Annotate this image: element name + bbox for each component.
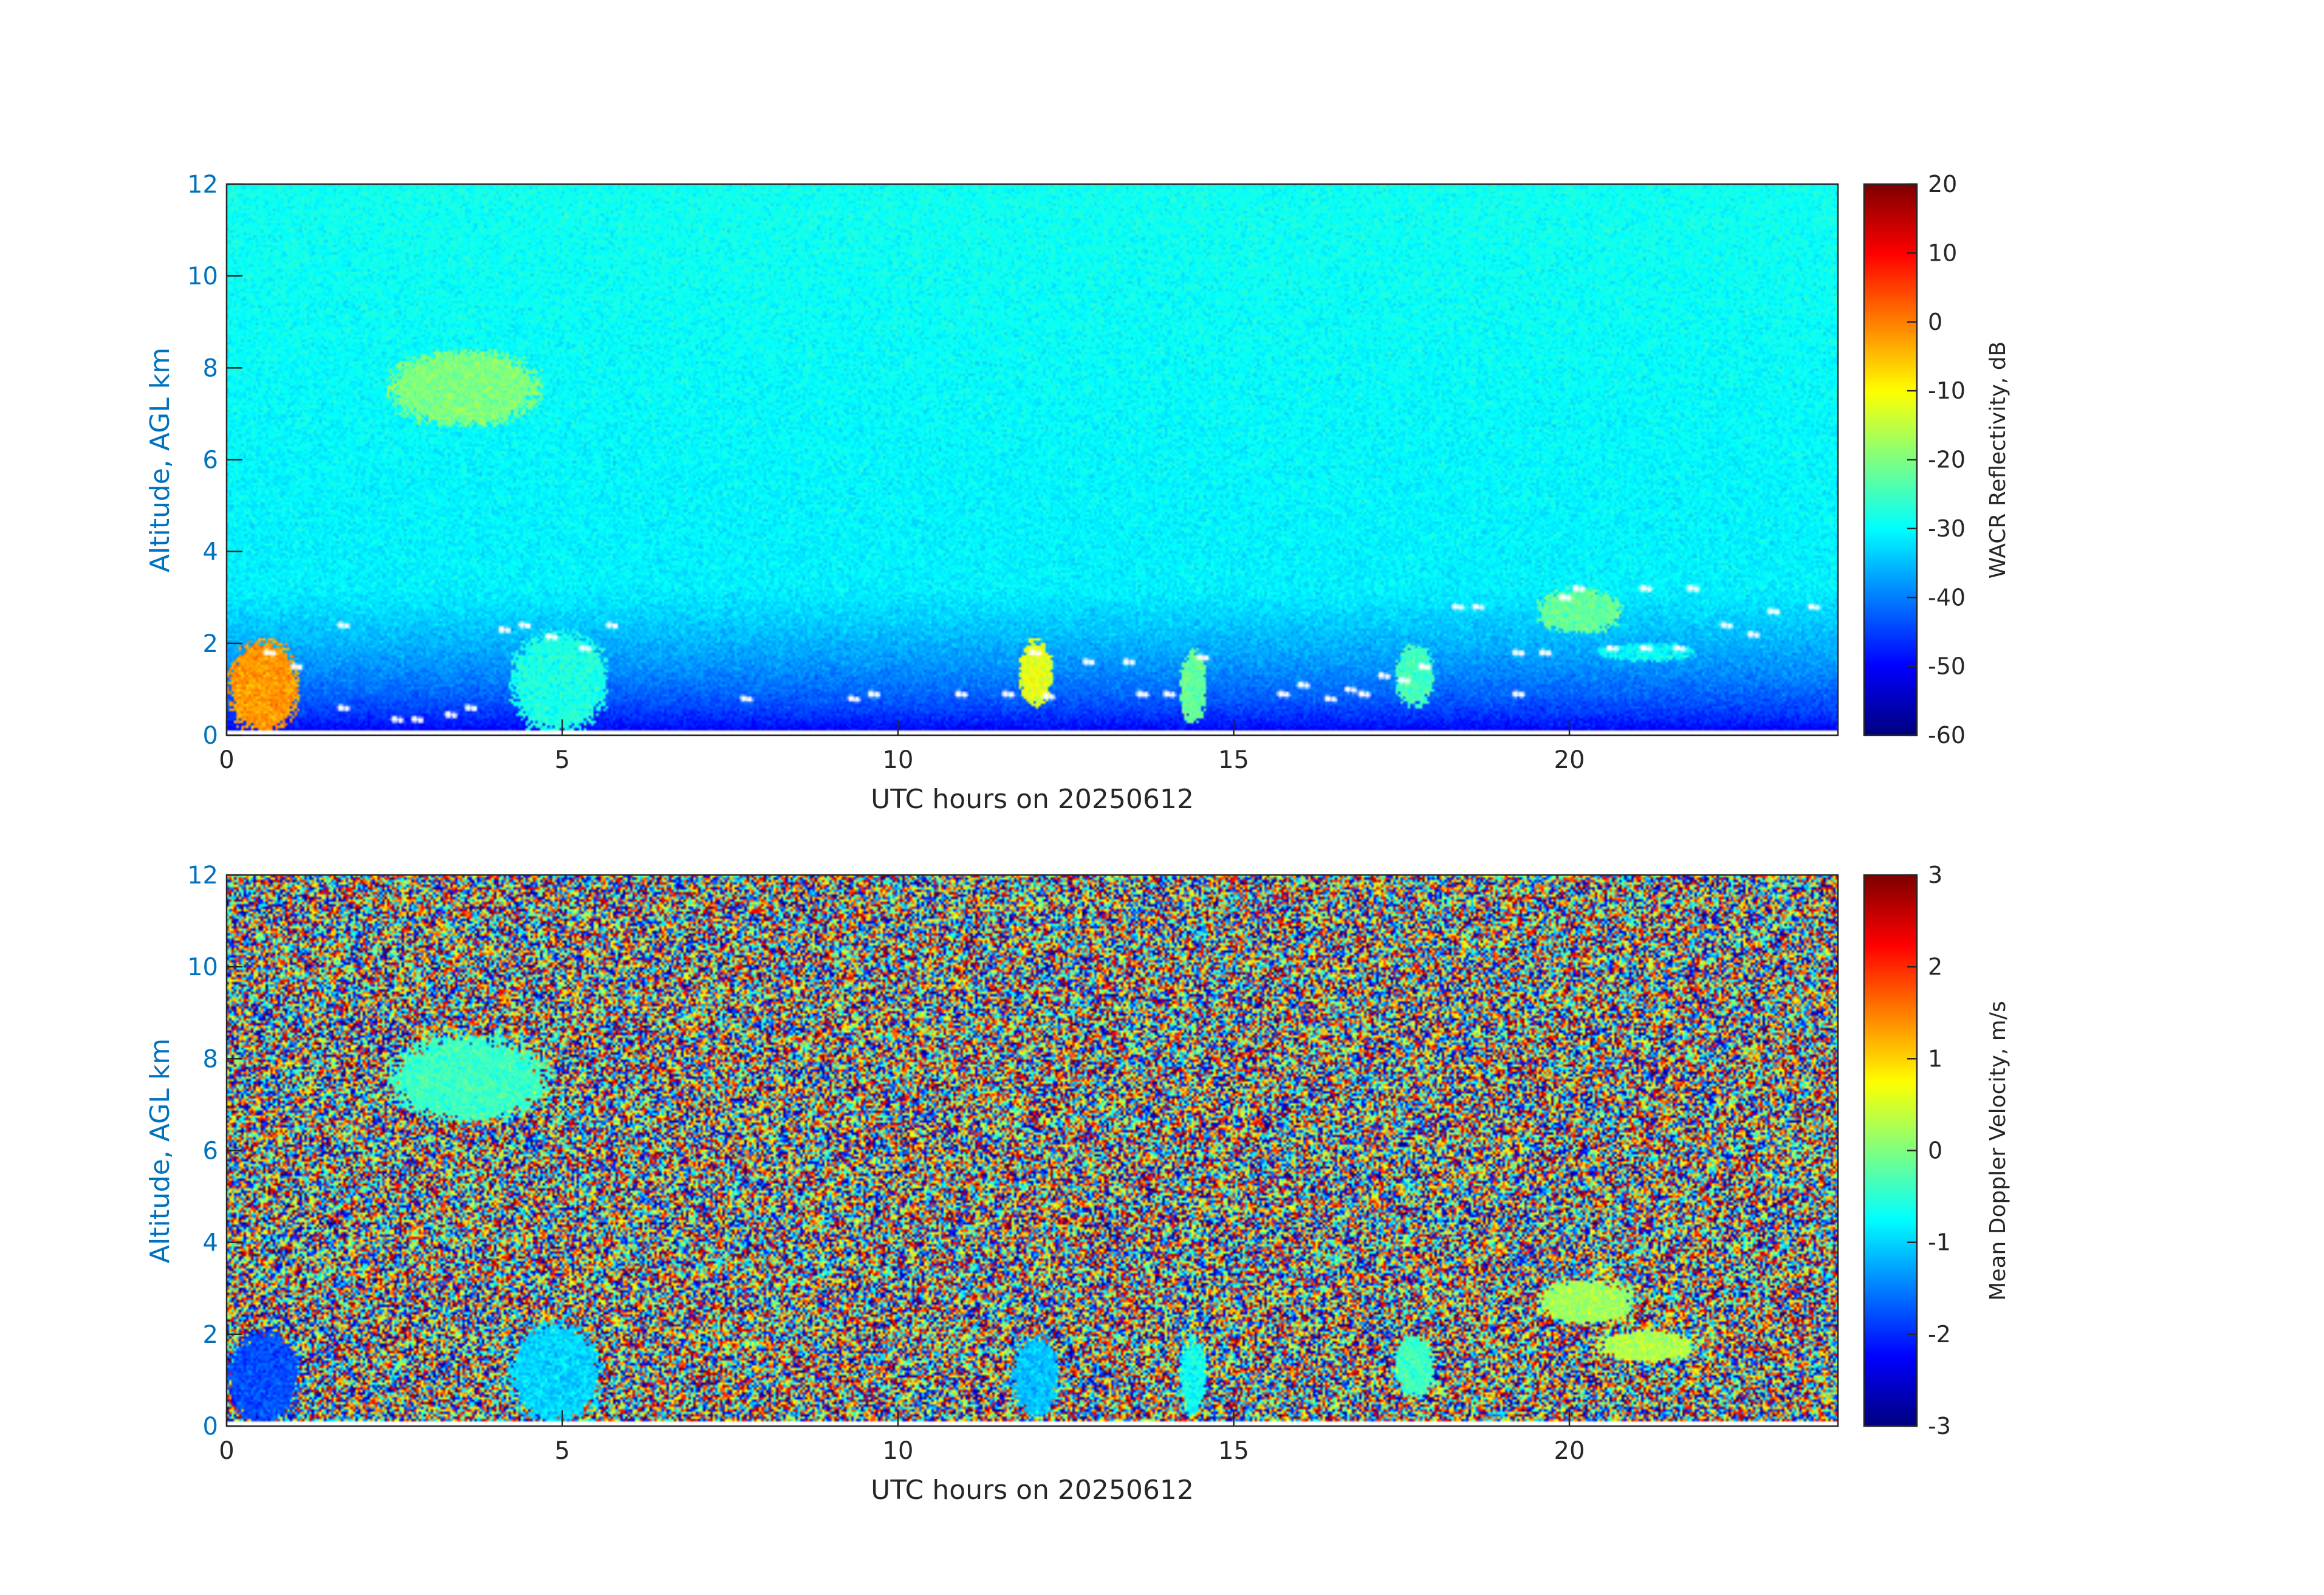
- y-tick-label: 10: [187, 262, 218, 290]
- colorbar-tick-label: 1: [1928, 1045, 1942, 1072]
- colorbar-tick-label: -3: [1928, 1413, 1951, 1439]
- y-tick-label: 12: [187, 171, 218, 199]
- colorbar-tick-label: -1: [1928, 1229, 1951, 1256]
- velocity-colorbar-ticks: 3 2 1 0 -1 -2 -3: [1907, 862, 1951, 1439]
- colorbar-tick-label: -50: [1928, 653, 1966, 680]
- y-tick-label: 4: [203, 538, 218, 566]
- colorbar-tick-label: -40: [1928, 584, 1966, 611]
- velocity-x-axis-label: UTC hours on 20250612: [871, 1475, 1194, 1506]
- x-tick-label: 5: [555, 1437, 570, 1465]
- x-tick-label: 10: [883, 1437, 914, 1465]
- colorbar-tick-label: -30: [1928, 515, 1966, 542]
- colorbar-tick-label: -10: [1928, 377, 1966, 404]
- x-tick-label: 0: [219, 1437, 234, 1465]
- colorbar-tick-label: 20: [1928, 171, 1957, 197]
- colorbar-tick-label: -2: [1928, 1321, 1951, 1348]
- colorbar-tick-label: -20: [1928, 447, 1966, 473]
- reflectivity-colorbar-ticks: 20 10 0 -10 -20 -30 -40 -50 -60: [1907, 171, 1966, 749]
- velocity-colorbar-label: Mean Doppler Velocity, m/s: [1986, 1001, 2010, 1300]
- y-tick-label: 10: [187, 953, 218, 981]
- reflectivity-ticks: 0 5 10 15 20 0 2 4 6 8 10 12: [187, 171, 1585, 774]
- x-tick-label: 10: [883, 746, 914, 774]
- velocity-heatmap: [227, 875, 1838, 1426]
- velocity-ticks: 0 5 10 15 20 0 2 4 6 8 10 12: [187, 862, 1585, 1465]
- y-tick-label: 0: [203, 722, 218, 750]
- colorbar-tick-label: 0: [1928, 309, 1942, 335]
- y-tick-label: 12: [187, 862, 218, 890]
- reflectivity-y-axis-label: Altitude, AGL km: [145, 348, 176, 572]
- colorbar-tick-label: 2: [1928, 953, 1942, 980]
- colorbar-tick-label: -60: [1928, 722, 1966, 749]
- x-tick-label: 0: [219, 746, 234, 774]
- x-tick-label: 15: [1218, 1437, 1249, 1465]
- colorbar-tick-label: 0: [1928, 1137, 1942, 1164]
- velocity-y-axis-label: Altitude, AGL km: [145, 1038, 176, 1263]
- y-tick-label: 0: [203, 1413, 218, 1441]
- y-tick-label: 8: [203, 354, 218, 382]
- y-tick-label: 8: [203, 1045, 218, 1073]
- x-tick-label: 20: [1554, 1437, 1585, 1465]
- y-tick-label: 2: [203, 630, 218, 658]
- x-tick-label: 20: [1554, 746, 1585, 774]
- y-tick-label: 2: [203, 1321, 218, 1349]
- colorbar-tick-label: 10: [1928, 239, 1957, 266]
- colorbar-tick-label: 3: [1928, 862, 1942, 888]
- y-tick-label: 4: [203, 1229, 218, 1257]
- x-tick-label: 5: [555, 746, 570, 774]
- y-tick-label: 6: [203, 447, 218, 475]
- x-tick-label: 15: [1218, 746, 1249, 774]
- reflectivity-colorbar-label: WACR Reflectivity, dB: [1986, 341, 2010, 579]
- reflectivity-heatmap: [227, 184, 1838, 735]
- reflectivity-x-axis-label: UTC hours on 20250612: [871, 784, 1194, 815]
- y-tick-label: 6: [203, 1137, 218, 1165]
